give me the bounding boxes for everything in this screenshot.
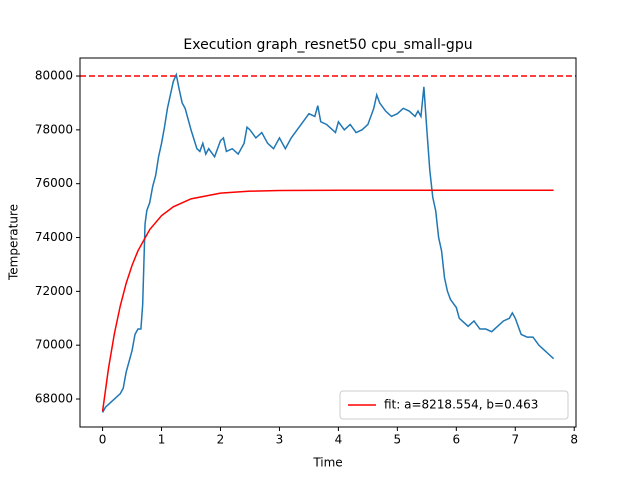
x-tick-label: 6: [452, 433, 460, 447]
x-tick-label: 2: [217, 433, 225, 447]
y-tick-label: 72000: [35, 284, 73, 298]
x-tick-label: 7: [511, 433, 519, 447]
y-tick-label: 68000: [35, 392, 73, 406]
x-tick-label: 0: [99, 433, 107, 447]
chart-title: Execution graph_resnet50 cpu_small-gpu: [183, 37, 472, 53]
x-tick-label: 5: [394, 433, 402, 447]
data-line: [101, 189, 554, 412]
x-tick-label: 3: [276, 433, 284, 447]
y-tick-label: 70000: [35, 338, 73, 352]
plot-frame: [79, 57, 577, 428]
y-tick-label: 76000: [35, 176, 73, 190]
y-tick-label: 80000: [35, 69, 73, 83]
x-tick-label: 4: [335, 433, 343, 447]
y-axis-label: Temperature: [7, 204, 21, 281]
data-line: [101, 72, 555, 413]
legend-box: [339, 390, 569, 420]
y-tick-label: 78000: [35, 122, 73, 136]
y-tick-label: 74000: [35, 230, 73, 244]
x-tick-label: 8: [570, 433, 578, 447]
legend-label: fit: a=8218.554, b=0.463: [384, 398, 538, 412]
x-tick-label: 1: [158, 433, 166, 447]
x-axis-label: Time: [312, 456, 342, 470]
